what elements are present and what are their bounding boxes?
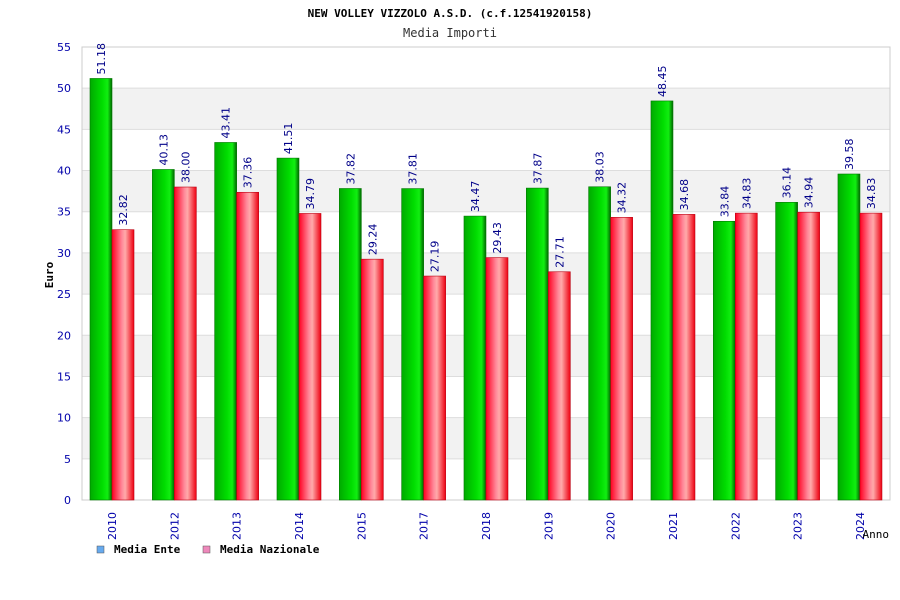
bar-media-nazionale <box>298 213 322 501</box>
bar-media-nazionale <box>485 257 509 501</box>
legend-label-nazionale: Media Nazionale <box>220 543 320 556</box>
bar-value-label: 32.82 <box>117 194 130 226</box>
bar-value-label: 41.51 <box>282 123 295 155</box>
legend: Media Ente Media Nazionale <box>96 543 320 556</box>
bar-value-label: 38.03 <box>594 151 607 183</box>
bar-value-label: 34.68 <box>678 179 691 211</box>
data-labels-group: 51.18 32.82 40.13 38.00 43.41 37.36 41.51 34.79… <box>95 43 878 272</box>
bar-media-ente <box>276 157 300 501</box>
y-tick-label: 45 <box>57 123 71 136</box>
y-tick-label: 40 <box>57 165 71 178</box>
y-tick-label: 15 <box>57 370 71 383</box>
bar-media-ente <box>712 220 736 501</box>
bar-media-nazionale <box>174 186 197 501</box>
bar-value-label: 34.47 <box>469 181 482 213</box>
bar-value-label: 34.83 <box>740 178 753 210</box>
bar-media-ente <box>401 188 424 501</box>
x-tick-label: 2012 <box>168 512 181 540</box>
bar-media-ente <box>89 78 113 501</box>
bar-value-label: 29.24 <box>366 224 379 256</box>
y-tick-label: 10 <box>57 412 71 425</box>
bar-media-ente <box>837 173 861 501</box>
bar-value-label: 38.00 <box>179 152 192 184</box>
bar-media-ente <box>214 142 237 501</box>
bar-value-label: 27.71 <box>553 236 566 268</box>
plot-band <box>82 47 890 89</box>
x-axis-label: Anno <box>863 528 890 541</box>
bar-media-nazionale <box>548 271 571 501</box>
y-tick-label: 55 <box>57 41 71 54</box>
bar-media-ente <box>526 187 549 501</box>
bar-media-nazionale <box>797 211 820 501</box>
bar-value-label: 51.18 <box>95 43 108 75</box>
y-tick-label: 50 <box>57 82 71 95</box>
legend-swatch-nazionale <box>202 545 211 554</box>
bar-media-nazionale <box>734 212 758 501</box>
x-axis: 2010 2012 2013 2014 2015 2017 2018 2019 2020 2021… <box>106 512 867 540</box>
plot-band <box>82 88 890 130</box>
bar-value-label: 33.84 <box>718 186 731 218</box>
y-tick-label: 0 <box>64 494 71 507</box>
bar-value-label: 36.14 <box>781 167 794 199</box>
bar-media-nazionale <box>236 191 259 501</box>
bar-media-ente <box>775 202 798 501</box>
plot-band <box>82 129 890 171</box>
bar-media-nazionale <box>672 214 696 501</box>
x-tick-label: 2017 <box>418 512 431 540</box>
legend-label-ente: Media Ente <box>114 543 181 556</box>
bar-media-nazionale <box>423 275 446 501</box>
bar-media-nazionale <box>111 229 135 501</box>
bar-media-nazionale <box>859 212 883 501</box>
bar-media-nazionale <box>361 258 384 501</box>
bar-value-label: 39.58 <box>843 139 856 171</box>
bar-media-ente <box>339 188 362 501</box>
bar-media-nazionale <box>610 217 633 501</box>
x-tick-label: 2014 <box>293 512 306 540</box>
x-tick-label: 2022 <box>729 512 742 540</box>
y-axis-label: Euro <box>43 261 56 288</box>
bar-media-ente <box>588 186 611 501</box>
chart-subtitle: Media Importi <box>403 26 497 40</box>
x-tick-label: 2019 <box>542 512 555 540</box>
y-tick-label: 25 <box>57 288 71 301</box>
bar-value-label: 43.41 <box>220 107 233 139</box>
bar-value-label: 34.32 <box>616 182 629 214</box>
y-tick-label: 35 <box>57 206 71 219</box>
bar-value-label: 37.82 <box>344 153 357 185</box>
y-tick-label: 30 <box>57 247 71 260</box>
x-tick-label: 2024 <box>854 512 867 540</box>
bar-value-label: 40.13 <box>157 134 170 166</box>
bars-group <box>89 78 883 501</box>
bar-value-label: 48.45 <box>656 65 669 97</box>
y-tick-label: 5 <box>64 453 71 466</box>
x-tick-label: 2015 <box>355 512 368 540</box>
x-tick-label: 2021 <box>667 512 680 540</box>
x-tick-label: 2013 <box>231 512 244 540</box>
bar-value-label: 37.87 <box>531 153 544 185</box>
bar-media-ente <box>650 100 674 501</box>
bar-value-label: 37.36 <box>242 157 255 189</box>
y-axis: 0 5 10 15 20 25 30 35 40 45 50 55 <box>57 41 71 507</box>
bar-value-label: 34.83 <box>865 178 878 210</box>
y-tick-label: 20 <box>57 329 71 342</box>
bar-value-label: 34.94 <box>803 177 816 209</box>
bar-media-ente <box>463 215 487 501</box>
x-tick-label: 2010 <box>106 512 119 540</box>
chart-title: NEW VOLLEY VIZZOLO A.S.D. (c.f.125419201… <box>308 7 593 20</box>
bar-value-label: 29.43 <box>491 222 504 253</box>
x-tick-label: 2018 <box>480 512 493 540</box>
plot-band <box>82 170 890 212</box>
bar-value-label: 37.81 <box>407 153 420 185</box>
bar-value-label: 34.79 <box>304 178 317 210</box>
bar-media-ente <box>152 169 175 501</box>
x-tick-label: 2023 <box>792 512 805 540</box>
legend-swatch-ente <box>96 545 105 554</box>
bar-value-label: 27.19 <box>429 241 442 273</box>
x-tick-label: 2020 <box>605 512 618 540</box>
